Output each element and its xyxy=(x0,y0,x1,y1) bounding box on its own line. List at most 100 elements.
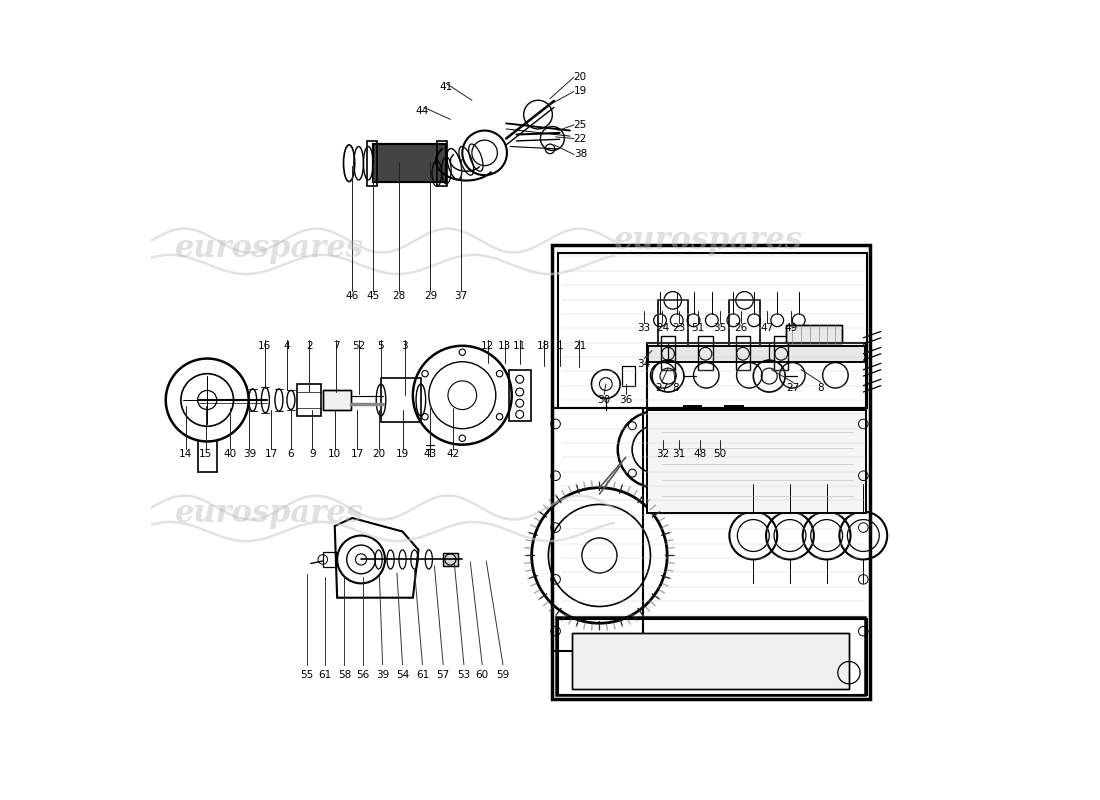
Text: 56: 56 xyxy=(356,670,370,680)
Text: 58: 58 xyxy=(338,670,351,680)
Text: 4: 4 xyxy=(284,341,290,350)
Text: 37: 37 xyxy=(454,291,467,302)
Bar xyxy=(647,410,867,514)
Bar xyxy=(437,141,448,186)
Text: 22: 22 xyxy=(574,134,587,143)
Text: 6: 6 xyxy=(287,450,294,459)
Text: 14: 14 xyxy=(179,450,192,459)
Bar xyxy=(322,390,351,410)
Text: 52: 52 xyxy=(352,341,365,350)
Text: 5: 5 xyxy=(377,341,384,350)
Text: 23: 23 xyxy=(672,323,685,334)
Text: 20: 20 xyxy=(372,450,385,459)
Bar xyxy=(322,390,351,410)
Text: 60: 60 xyxy=(475,670,488,680)
Bar xyxy=(648,346,865,362)
Bar xyxy=(551,408,644,651)
Text: 11: 11 xyxy=(513,341,526,350)
Bar xyxy=(443,553,458,566)
Bar xyxy=(736,336,750,370)
Text: 39: 39 xyxy=(376,670,389,680)
Text: 53: 53 xyxy=(458,670,471,680)
Bar xyxy=(443,553,458,566)
Text: 28: 28 xyxy=(392,291,405,302)
Bar xyxy=(658,439,717,460)
Bar xyxy=(572,633,849,689)
Text: 17: 17 xyxy=(351,450,364,459)
Text: 48: 48 xyxy=(693,450,706,459)
Text: 42: 42 xyxy=(447,450,460,459)
Bar xyxy=(786,325,842,342)
Text: 59: 59 xyxy=(496,670,509,680)
Text: 24: 24 xyxy=(656,323,669,334)
Text: 49: 49 xyxy=(784,323,798,334)
Text: 29: 29 xyxy=(424,291,437,302)
Bar xyxy=(684,406,702,474)
Text: 8: 8 xyxy=(817,383,824,393)
Bar xyxy=(558,619,867,695)
Bar xyxy=(647,342,867,408)
Bar xyxy=(684,431,717,468)
Bar xyxy=(648,346,865,362)
Text: 54: 54 xyxy=(396,670,409,680)
Text: 21: 21 xyxy=(573,341,586,350)
Bar xyxy=(661,336,675,370)
Text: 30: 30 xyxy=(597,395,611,405)
Text: 19: 19 xyxy=(396,450,409,459)
Bar xyxy=(322,552,335,566)
Text: 51: 51 xyxy=(692,323,705,334)
Text: 3: 3 xyxy=(402,341,408,350)
Bar xyxy=(556,617,865,695)
Bar xyxy=(684,406,702,474)
Text: 44: 44 xyxy=(416,106,429,116)
Text: 45: 45 xyxy=(366,291,379,302)
Text: 7: 7 xyxy=(333,341,340,350)
Text: 61: 61 xyxy=(416,670,429,680)
Text: eurospares: eurospares xyxy=(175,233,364,264)
Text: 26: 26 xyxy=(735,323,748,334)
Text: 9: 9 xyxy=(309,450,316,459)
Text: 1: 1 xyxy=(557,341,563,350)
Text: 12: 12 xyxy=(481,341,494,350)
Text: 25: 25 xyxy=(574,120,587,130)
Text: 10: 10 xyxy=(328,450,341,459)
Bar xyxy=(725,406,742,474)
Text: 2: 2 xyxy=(306,341,312,350)
Bar xyxy=(714,439,739,460)
Bar xyxy=(572,633,849,689)
Bar xyxy=(366,141,377,186)
Text: 27: 27 xyxy=(786,383,800,393)
Text: eurospares: eurospares xyxy=(614,225,803,256)
Bar xyxy=(647,410,867,514)
Bar xyxy=(658,300,688,352)
Bar xyxy=(508,370,531,421)
Text: 31: 31 xyxy=(672,450,685,459)
Text: 19: 19 xyxy=(574,86,587,97)
Text: 35: 35 xyxy=(713,323,726,334)
Bar xyxy=(621,366,635,386)
Bar xyxy=(373,144,447,182)
Text: 41: 41 xyxy=(440,82,453,92)
Text: 46: 46 xyxy=(345,291,359,302)
Text: 18: 18 xyxy=(537,341,550,350)
Text: 33: 33 xyxy=(637,323,651,334)
Bar xyxy=(729,300,760,352)
Bar xyxy=(381,378,421,422)
Text: 8: 8 xyxy=(672,383,679,393)
Text: eurospares: eurospares xyxy=(175,498,364,529)
Text: 20: 20 xyxy=(574,72,587,82)
Text: 34: 34 xyxy=(637,359,651,369)
Bar xyxy=(551,245,870,699)
Bar xyxy=(725,406,742,474)
Text: 32: 32 xyxy=(657,450,670,459)
Bar xyxy=(786,325,842,342)
Bar xyxy=(698,336,713,370)
Text: 55: 55 xyxy=(300,670,313,680)
Text: 17: 17 xyxy=(264,450,277,459)
Text: 16: 16 xyxy=(258,341,272,350)
Bar xyxy=(774,336,789,370)
Text: 57: 57 xyxy=(437,670,450,680)
Bar xyxy=(373,144,447,182)
Text: 38: 38 xyxy=(574,150,587,159)
Bar xyxy=(297,384,321,416)
